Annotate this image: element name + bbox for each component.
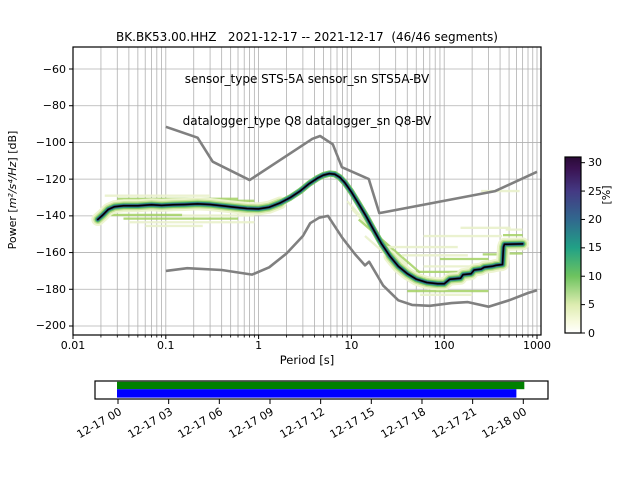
coverage-bar-green <box>117 381 525 390</box>
x-tick-label: 1 <box>255 339 263 352</box>
plot-title-line-2: sensor_type STS-5A sensor_sn STS5A-BV <box>184 72 430 86</box>
psd-mode-line <box>97 172 524 285</box>
y-tick-label: −200 <box>35 319 66 333</box>
timeline <box>94 380 549 404</box>
x-tick-label: 100 <box>433 339 455 352</box>
colorbar-tick-label: 0 <box>588 326 595 340</box>
y-axis-label-suffix: ] [dB] <box>6 130 19 162</box>
x-tick-label: 1000 <box>523 339 551 352</box>
colorbar-tick-label: 15 <box>588 241 602 255</box>
y-tick-label: −60 <box>42 62 66 76</box>
y-tick-label: −80 <box>42 99 66 113</box>
y-tick-label: −160 <box>35 246 66 260</box>
x-tick-label: 10 <box>344 339 359 352</box>
y-tick-label: −140 <box>35 209 66 223</box>
noise-model-low-curve <box>165 214 538 308</box>
plot-frame <box>69 46 542 339</box>
x-axis-label: Period [s] <box>279 353 335 367</box>
noise-model-high-curve <box>165 125 538 215</box>
plot-title-line-3: datalogger_type Q8 datalogger_sn Q8-BV <box>182 114 432 128</box>
colorbar-tick-label: 10 <box>588 269 602 283</box>
y-axis-label-units: m²/s⁴/Hz <box>6 161 19 209</box>
coverage-bar-blue <box>117 389 517 398</box>
ppsd-histogram-band <box>91 170 530 291</box>
y-axis-label-prefix: Power [ <box>6 208 19 250</box>
grid-lines <box>72 47 541 335</box>
colorbar-tick-label: 30 <box>588 156 602 170</box>
x-tick-label: 0.1 <box>157 339 175 352</box>
plot-title-line-1: BK.BK53.00.HHZ 2021-12-17 -- 2021-12-17 … <box>116 30 498 44</box>
colorbar-tick-label: 25 <box>588 184 602 198</box>
plot-title: BK.BK53.00.HHZ 2021-12-17 -- 2021-12-17 … <box>73 2 541 156</box>
y-tick-label: −100 <box>35 135 66 149</box>
y-tick-label: −180 <box>35 282 66 296</box>
y-tick-label: −120 <box>35 172 66 186</box>
x-tick-label: 0.01 <box>60 339 86 352</box>
colorbar-tick-label: 5 <box>588 298 595 312</box>
y-axis-label: Power [m²/s⁴/Hz] [dB] <box>6 110 22 270</box>
colorbar <box>564 156 585 334</box>
ppsd-outlier-streaks <box>104 189 523 296</box>
colorbar-tick-label: 20 <box>588 212 602 226</box>
